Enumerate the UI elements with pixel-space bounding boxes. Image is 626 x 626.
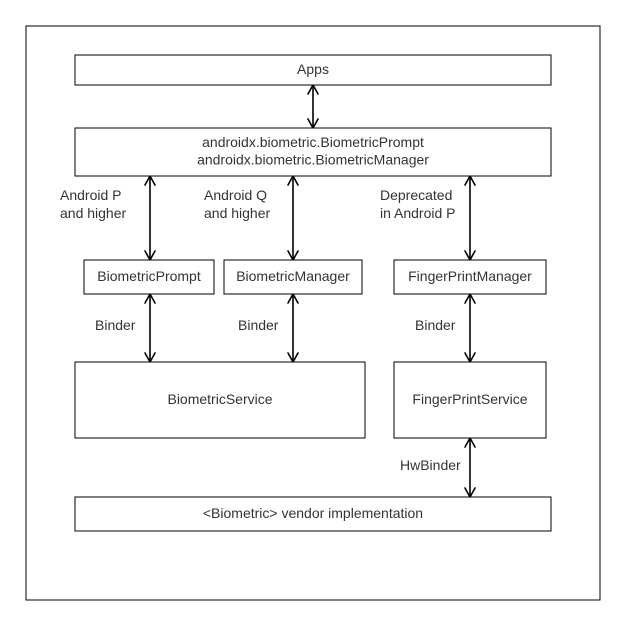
node-bmanager-label: BiometricManager <box>236 268 350 284</box>
edge-2-label: and higher <box>204 205 271 221</box>
edge-3-label: Deprecated <box>380 187 452 203</box>
node-fservice-label: FingerPrintService <box>412 391 527 407</box>
node-androidx-label: androidx.biometric.BiometricPrompt <box>202 134 424 150</box>
edge-4-label: Binder <box>95 317 136 333</box>
node-vendor-label: <Biometric> vendor implementation <box>203 505 423 521</box>
node-androidx-label: androidx.biometric.BiometricManager <box>197 152 429 168</box>
edge-6-label: Binder <box>415 317 456 333</box>
diagram-canvas: Android P and higher Android Q and higher De… <box>0 0 626 626</box>
node-apps-label: Apps <box>297 61 329 77</box>
node-fmanager-label: FingerPrintManager <box>408 268 532 284</box>
node-bservice-label: BiometricService <box>167 391 272 407</box>
node-bprompt-label: BiometricPrompt <box>97 268 201 284</box>
edge-1-label: and higher <box>60 205 127 221</box>
edge-3-label: in Android P <box>380 205 456 221</box>
edge-1-label: Android P <box>60 187 121 203</box>
edge-7-label: HwBinder <box>400 457 461 473</box>
edge-5-label: Binder <box>238 317 279 333</box>
edge-2-label: Android Q <box>204 187 267 203</box>
